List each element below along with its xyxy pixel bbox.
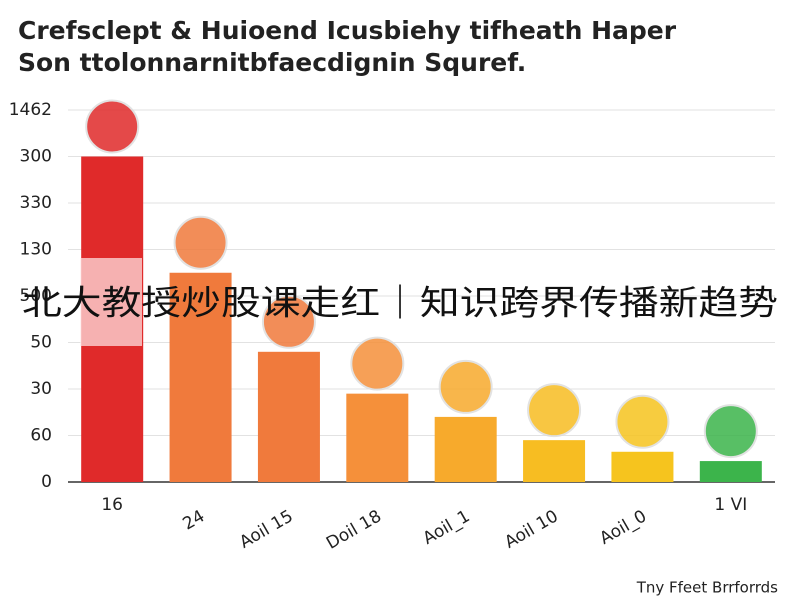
x-tick-label: Doil 18 [323, 506, 385, 553]
chart-title: Crefsclept & Huioend Icusbiehy tifheath … [18, 16, 677, 45]
x-tick-label: Aoil 15 [236, 506, 296, 552]
y-tick-label: 0 [41, 472, 52, 492]
bar [346, 393, 409, 482]
bar [611, 451, 674, 482]
chart-subtitle: Son ttolonnarnitbfaecdignin Squref. [18, 48, 526, 77]
y-tick-label: 300 [20, 147, 52, 167]
bar-icon [173, 215, 228, 270]
bar-icon [350, 336, 405, 391]
y-tick-label: 60 [30, 426, 52, 446]
banner-text: 北大教授炒股课走红｜知识跨界传播新趋势 [22, 284, 778, 324]
bar-icon [85, 99, 140, 154]
x-tick-label: Aoil_0 [596, 506, 650, 549]
y-tick-label: 330 [20, 193, 52, 213]
bar-icon [438, 359, 493, 414]
bar [257, 351, 320, 482]
banner-backdrop [80, 258, 142, 346]
y-tick-label: 1462 [9, 100, 52, 120]
bar [169, 272, 232, 482]
bar-icon [261, 294, 316, 349]
x-tick-label: 1 VI [714, 495, 747, 515]
bar [699, 461, 762, 482]
y-tick-label: 500 [20, 286, 52, 306]
bar-icon [527, 383, 582, 438]
bar-icon [703, 404, 758, 459]
bar [434, 416, 497, 482]
x-tick-label: 24 [180, 506, 209, 534]
x-tick-label: Aoil_1 [420, 506, 474, 549]
y-tick-label: 50 [30, 333, 52, 353]
bar [523, 440, 586, 482]
x-tick-label: Aoil 10 [501, 506, 561, 552]
y-tick-label: 130 [20, 240, 52, 260]
y-tick-label: 30 [30, 379, 52, 399]
chart-note: Tny Ffeet Brrforrds [636, 579, 778, 597]
x-tick-label: 16 [101, 495, 123, 515]
bar-icon [615, 394, 670, 449]
